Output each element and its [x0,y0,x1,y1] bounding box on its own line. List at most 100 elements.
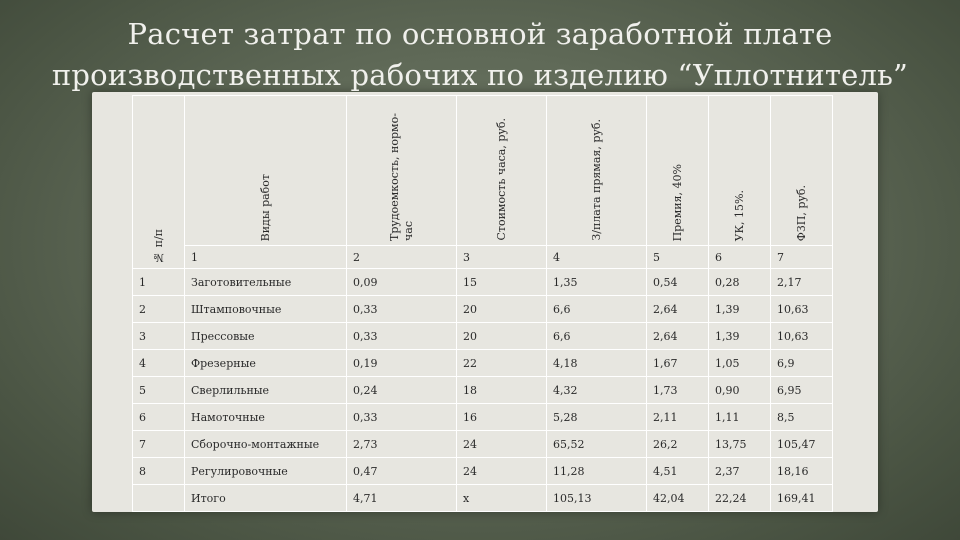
header-cell-no: № п/п [132,95,185,269]
work-type: Фрезерные [184,349,347,377]
value-cell: 6,6 [546,295,647,323]
total-cell: 105,13 [546,484,647,512]
value-cell: 0,47 [346,457,457,485]
total-cell: 4,71 [346,484,457,512]
wage-cost-table: № п/п Виды работ Трудоемкость, нормо-час… [132,95,833,512]
row-number: 7 [132,430,185,458]
value-cell: 20 [456,295,547,323]
column-number: 7 [770,245,833,269]
value-cell: 4,32 [546,376,647,404]
value-cell: 10,63 [770,322,833,350]
value-cell: 11,28 [546,457,647,485]
table-row: 4 Фрезерные 0,19 22 4,18 1,67 1,05 6,9 [132,349,833,377]
value-cell: 20 [456,322,547,350]
header-label: Трудоемкость, нормо-час [387,113,415,241]
value-cell: 0,33 [346,403,457,431]
header-label: Стоимость часа, руб. [494,118,508,241]
table-row: 5 Сверлильные 0,24 18 4,32 1,73 0,90 6,95 [132,376,833,404]
value-cell: 1,39 [708,322,771,350]
value-cell: 65,52 [546,430,647,458]
header-cell: УК, 15%. [708,95,771,246]
header-label: № п/п [151,229,165,264]
value-cell: 0,09 [346,268,457,296]
column-number: 1 [184,245,347,269]
column-number: 5 [646,245,709,269]
value-cell: 16 [456,403,547,431]
work-type: Штамповочные [184,295,347,323]
value-cell: 1,11 [708,403,771,431]
total-cell: 42,04 [646,484,709,512]
total-label: Итого [184,484,347,512]
row-number: 6 [132,403,185,431]
work-type: Прессовые [184,322,347,350]
value-cell: 2,17 [770,268,833,296]
value-cell: 18 [456,376,547,404]
value-cell: 2,73 [346,430,457,458]
value-cell: 0,54 [646,268,709,296]
header-cell: Виды работ [184,95,347,246]
value-cell: 105,47 [770,430,833,458]
value-cell: 13,75 [708,430,771,458]
value-cell: 0,90 [708,376,771,404]
value-cell: 18,16 [770,457,833,485]
table-row: 3 Прессовые 0,33 20 6,6 2,64 1,39 10,63 [132,322,833,350]
total-cell: х [456,484,547,512]
row-number: 3 [132,322,185,350]
header-label: Виды работ [258,173,272,241]
value-cell: 2,11 [646,403,709,431]
header-label: Премия, 40% [670,163,684,241]
work-type: Заготовительные [184,268,347,296]
total-cell: 22,24 [708,484,771,512]
header-label: УК, 15%. [732,189,746,241]
value-cell: 15 [456,268,547,296]
table-row: 1 Заготовительные 0,09 15 1,35 0,54 0,28 2,17 [132,268,833,296]
work-type: Сверлильные [184,376,347,404]
value-cell: 6,95 [770,376,833,404]
value-cell: 1,67 [646,349,709,377]
header-cell: Премия, 40% [646,95,709,246]
header-cell: З/плата прямая, руб. [546,95,647,246]
value-cell: 1,39 [708,295,771,323]
value-cell: 2,37 [708,457,771,485]
value-cell: 0,33 [346,295,457,323]
header-row: № п/п Виды работ Трудоемкость, нормо-час… [132,95,833,269]
column-number: 4 [546,245,647,269]
value-cell: 2,64 [646,322,709,350]
value-cell: 0,33 [346,322,457,350]
total-row: Итого 4,71 х 105,13 42,04 22,24 169,41 [132,484,833,512]
slide-title: Расчет затрат по основной заработной пла… [0,14,960,96]
title-line-2: производственных рабочих по изделию “Упл… [51,58,909,92]
header-cell: ФЗП, руб. [770,95,833,246]
row-number: 5 [132,376,185,404]
value-cell: 2,64 [646,295,709,323]
total-spacer [132,484,185,512]
row-number: 1 [132,268,185,296]
column-number: 2 [346,245,457,269]
row-number: 8 [132,457,185,485]
table-body: 1 Заготовительные 0,09 15 1,35 0,54 0,28 2,17 2 Ш… [132,268,833,485]
value-cell: 4,51 [646,457,709,485]
value-cell: 1,05 [708,349,771,377]
table-row: 7 Сборочно-монтажные 2,73 24 65,52 26,2 13,75 1… [132,430,833,458]
value-cell: 6,9 [770,349,833,377]
value-cell: 0,28 [708,268,771,296]
table-row: 8 Регулировочные 0,47 24 11,28 4,51 2,37 18,16 [132,457,833,485]
header-label: ФЗП, руб. [794,184,808,241]
value-cell: 22 [456,349,547,377]
table-row: 2 Штамповочные 0,33 20 6,6 2,64 1,39 10,63 [132,295,833,323]
value-cell: 0,24 [346,376,457,404]
value-cell: 0,19 [346,349,457,377]
value-cell: 1,73 [646,376,709,404]
column-number: 6 [708,245,771,269]
value-cell: 24 [456,430,547,458]
work-type: Намоточные [184,403,347,431]
value-cell: 5,28 [546,403,647,431]
table-row: 6 Намоточные 0,33 16 5,28 2,11 1,11 8,5 [132,403,833,431]
column-number-row: 1 2 3 4 5 6 7 [133,245,833,269]
value-cell: 10,63 [770,295,833,323]
header-cell: Трудоемкость, нормо-час [346,95,457,246]
row-number: 4 [132,349,185,377]
value-cell: 8,5 [770,403,833,431]
work-type: Сборочно-монтажные [184,430,347,458]
value-cell: 26,2 [646,430,709,458]
